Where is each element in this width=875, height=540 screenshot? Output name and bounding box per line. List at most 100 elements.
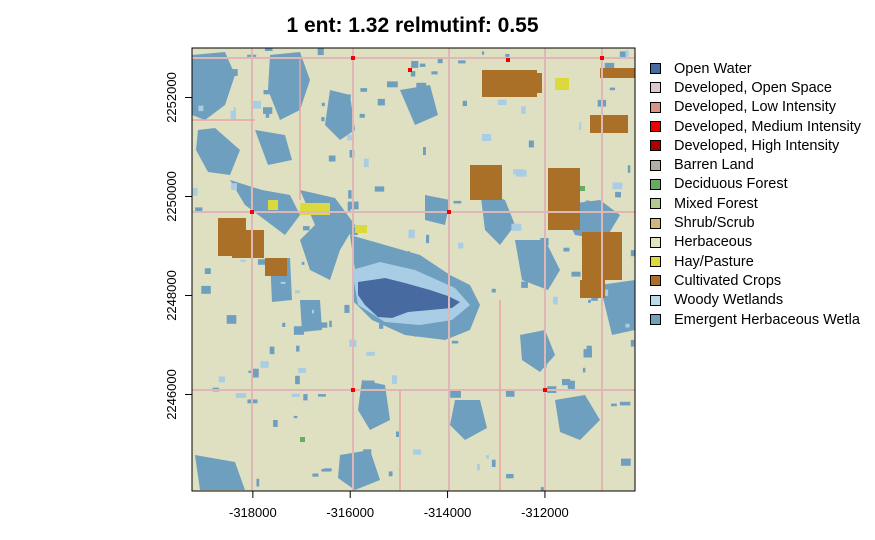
wetland-speck <box>450 389 461 398</box>
wetland-speck <box>361 398 366 406</box>
wetland-speck <box>365 380 375 386</box>
wetland-speck <box>217 161 224 168</box>
y-tick-label: 2250000 <box>164 171 179 222</box>
wetland-speck <box>477 464 480 471</box>
emergent-wetland-patch <box>480 190 515 245</box>
legend-item: Shrub/Scrub <box>650 213 861 232</box>
wetland-speck <box>387 81 398 88</box>
wetland-speck <box>303 394 308 401</box>
wetland-speck <box>320 322 328 328</box>
developed-medium-site <box>351 56 355 60</box>
wetland-speck <box>630 339 635 347</box>
cultivated-crops-field <box>265 258 287 276</box>
wetland-speck <box>282 322 286 327</box>
wetland-speck <box>388 471 393 477</box>
legend-item: Open Water <box>650 59 861 78</box>
wetland-speck <box>627 165 631 173</box>
legend-label: Developed, Open Space <box>674 79 832 96</box>
wetland-speck <box>230 110 236 120</box>
wetland-speck <box>619 51 626 58</box>
wetland-speck <box>318 394 326 397</box>
wetland-speck <box>303 226 310 231</box>
wetland-speck <box>344 304 350 313</box>
legend-swatch <box>650 294 661 306</box>
hay-pasture-patch <box>300 203 330 215</box>
hay-pasture-patch <box>268 200 278 210</box>
emergent-wetland-patch <box>300 300 322 332</box>
y-axis: 2246000 2248000 2250000 2252000 <box>164 72 193 420</box>
wetland-speck <box>621 458 631 466</box>
wetland-speck <box>296 345 300 352</box>
cultivated-crops-field <box>470 165 502 200</box>
wetland-speck <box>240 259 246 262</box>
legend-label: Woody Wetlands <box>674 292 784 309</box>
legend-label: Developed, Medium Intensity <box>674 118 861 135</box>
wetland-speck <box>562 379 571 386</box>
wetland-speck <box>553 296 558 305</box>
wetland-speck <box>505 54 510 57</box>
legend-swatch <box>650 275 661 287</box>
wetland-speck <box>204 268 211 274</box>
emergent-wetland-patch <box>400 85 438 125</box>
wetland-speck <box>329 320 332 328</box>
legend-item: Developed, Low Intensity <box>650 98 861 117</box>
legend-label: Emergent Herbaceous Wetla <box>674 311 860 328</box>
wetland-speck <box>521 281 528 288</box>
hay-pasture-patch <box>355 225 367 233</box>
deciduous-forest-patch <box>580 186 585 191</box>
emergent-wetland-patch <box>600 280 635 335</box>
wetland-speck <box>377 98 385 106</box>
deciduous-forest-patch <box>300 437 305 442</box>
legend-swatch <box>650 256 661 268</box>
legend-label: Cultivated Crops <box>674 272 782 289</box>
developed-medium-site <box>250 210 254 214</box>
wetland-speck <box>540 487 544 491</box>
legend-label: Shrub/Scrub <box>674 215 755 232</box>
cultivated-crops-field <box>580 280 605 298</box>
wetland-speck <box>396 431 399 437</box>
legend-item: Hay/Pasture <box>650 252 861 271</box>
wetland-speck <box>342 94 351 98</box>
wetland-speck <box>293 415 298 419</box>
legend-swatch <box>650 63 661 75</box>
cultivated-crops-field <box>548 168 580 230</box>
wetland-speck <box>291 393 300 397</box>
wetland-speck <box>582 367 586 373</box>
open-water-lake <box>358 278 460 318</box>
map-title: 1 ent: 1.32 relmutinf: 0.55 <box>286 14 539 37</box>
wetland-speck <box>630 250 635 257</box>
wetland-speck <box>410 71 416 77</box>
wetland-speck <box>312 309 314 314</box>
legend-swatch <box>650 159 661 171</box>
cultivated-crops-field <box>512 73 542 93</box>
legend-item: Barren Land <box>650 155 861 174</box>
legend-swatch <box>650 198 661 210</box>
wetland-speck <box>458 242 464 249</box>
wetland-speck <box>482 134 492 141</box>
wetland-speck <box>528 337 532 341</box>
emergent-wetland-patch <box>255 130 292 165</box>
wetland-speck <box>453 200 462 204</box>
legend-item: Cultivated Crops <box>650 271 861 290</box>
x-tick-label: -318000 <box>229 505 277 520</box>
wetland-speck <box>423 147 426 156</box>
legend-swatch <box>650 121 661 133</box>
emergent-wetland-patch <box>195 455 245 490</box>
legend-swatch <box>650 82 661 94</box>
wetland-speck <box>201 285 211 294</box>
wetland-speck <box>579 122 582 130</box>
legend-label: Deciduous Forest <box>674 176 788 193</box>
wetland-speck <box>411 61 419 68</box>
wetland-speck <box>256 478 260 487</box>
wetland-speck <box>321 102 325 107</box>
wetland-speck <box>366 351 375 356</box>
wetland-speck <box>348 190 352 199</box>
y-tick-label: 2252000 <box>164 72 179 123</box>
wetland-speck <box>588 299 591 303</box>
wetland-speck <box>619 401 631 406</box>
wetland-speck <box>497 99 507 105</box>
wetland-speck <box>192 187 198 196</box>
wetland-speck <box>235 393 247 398</box>
wetland-speck <box>228 78 233 83</box>
